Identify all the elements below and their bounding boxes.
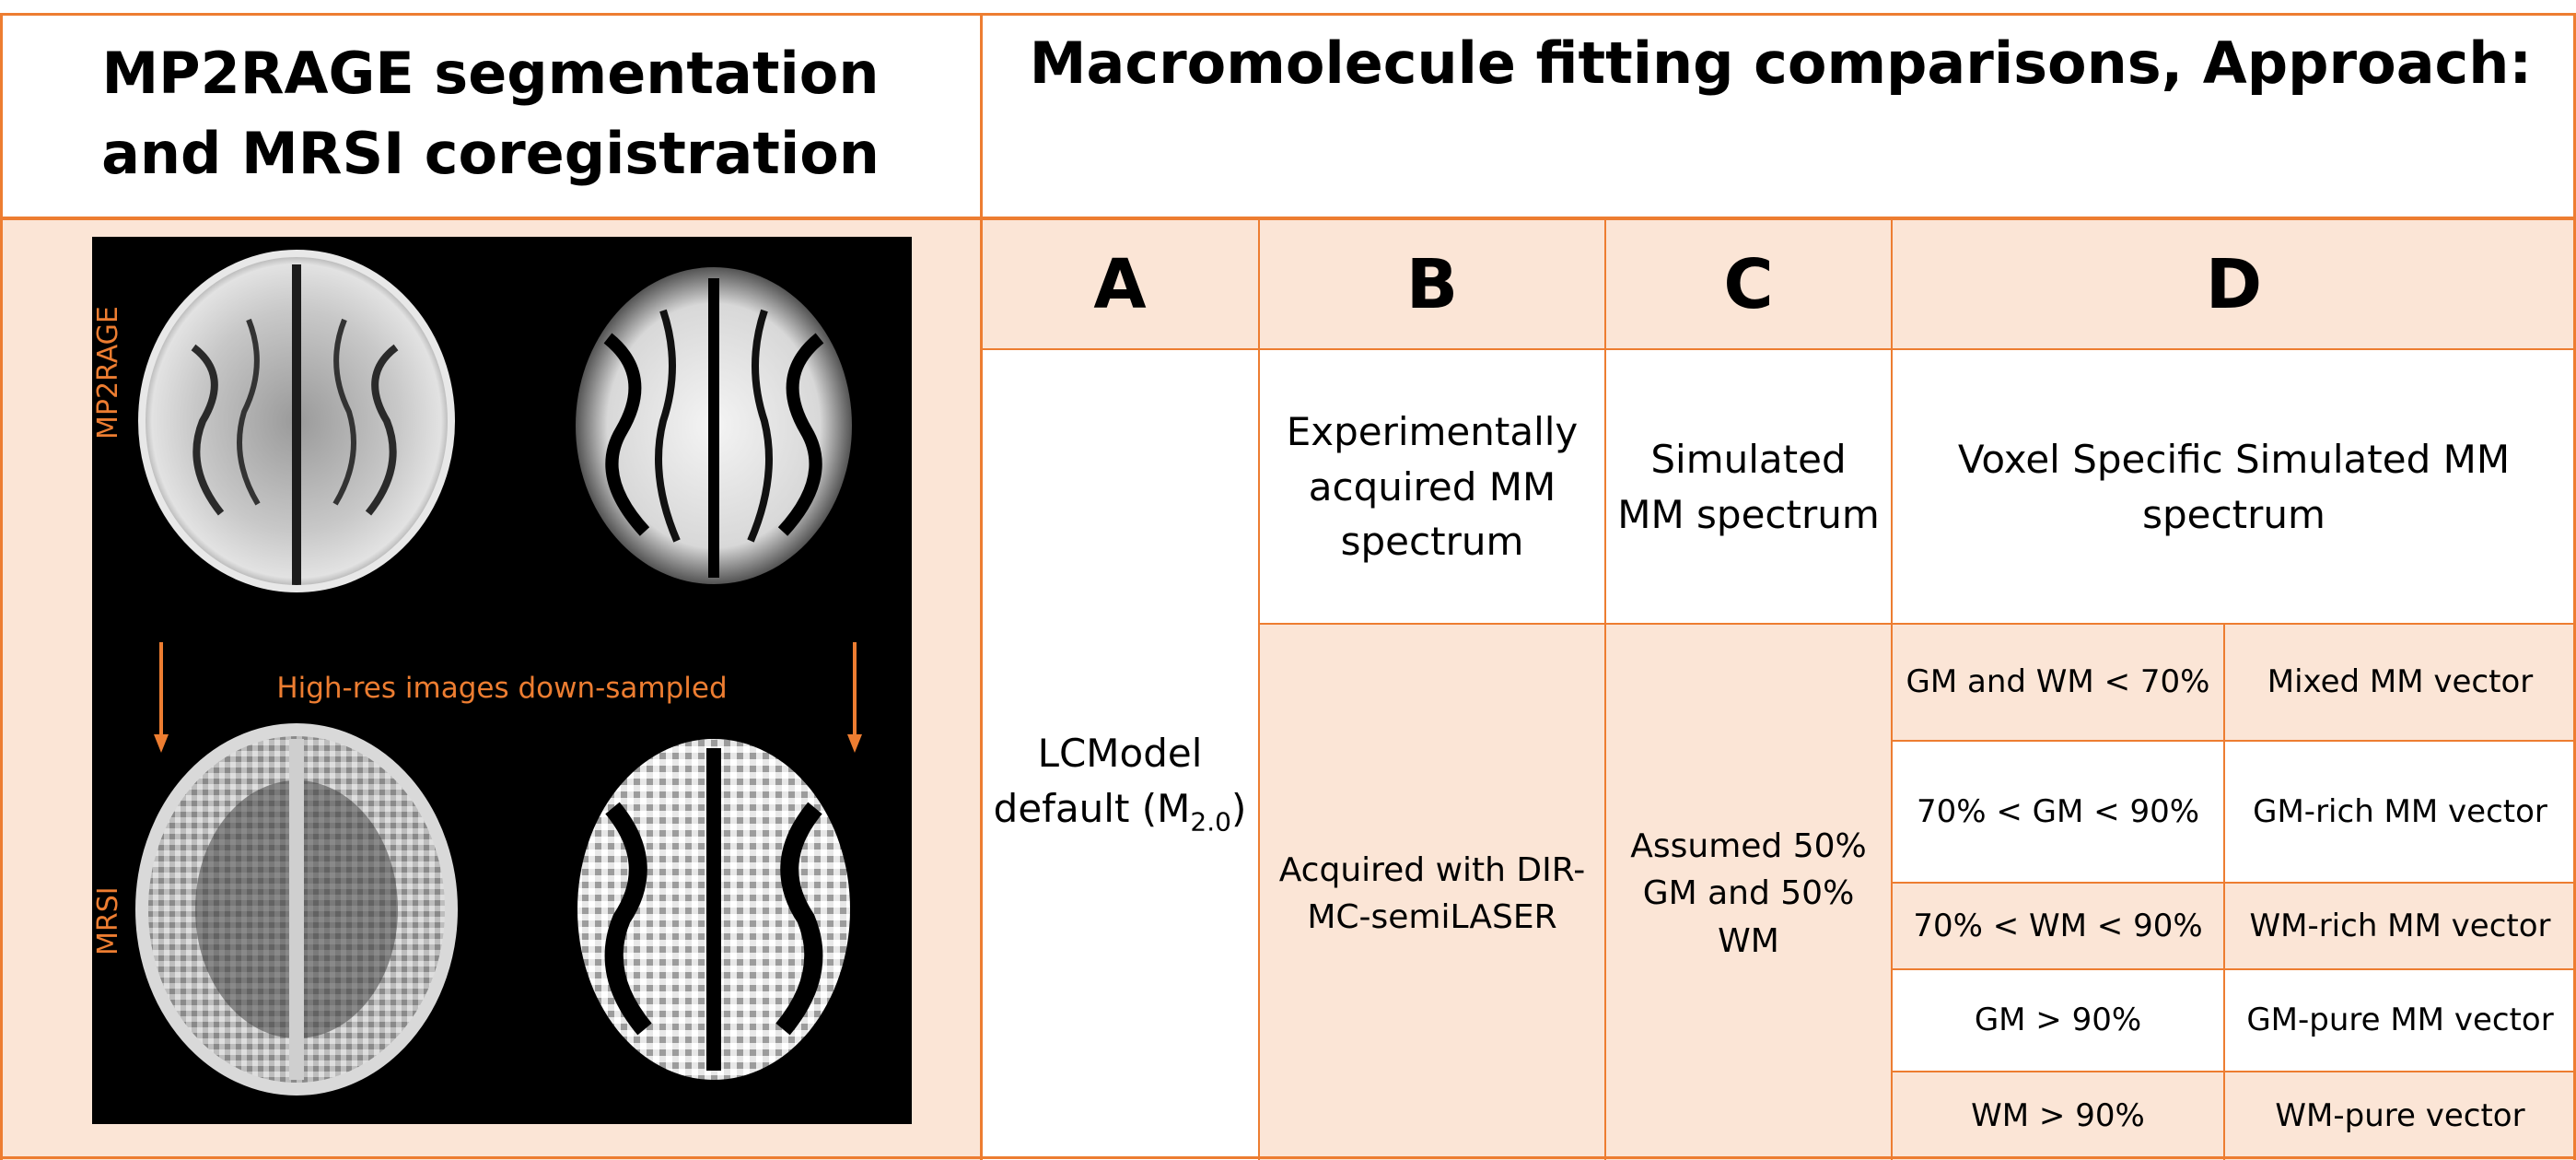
mp2rage-wm-image (576, 267, 852, 584)
d-row-1-condition: GM and WM < 70% (1906, 663, 2210, 701)
mp2rage-gm-image (138, 250, 455, 592)
downsample-arrow-right (847, 642, 862, 753)
border-bottom (0, 1156, 2576, 1159)
approach-c-letter: C (1723, 244, 1774, 324)
d-row5-fill (1892, 1072, 2576, 1160)
col-d-split (2223, 624, 2225, 1160)
letter-row-fill (981, 218, 2576, 350)
approach-b-description: Experimentally acquired MM spectrum (1286, 409, 1579, 565)
approach-a-detail-suffix: ) (1230, 785, 1247, 831)
left-right-divider (980, 13, 983, 1160)
border-left (0, 13, 3, 1160)
approach-c-description: Simulated MM spectrum (1617, 436, 1880, 537)
approach-a-detail: LCModel default (M2.0) (990, 663, 1250, 903)
col-c-right (1891, 218, 1893, 1160)
d-row-5-condition: WM > 90% (1971, 1096, 2145, 1134)
d-row-2-condition: 70% < GM < 90% (1916, 792, 2200, 830)
approach-b-detail: Acquired with DIR-MC-semiLASER (1278, 850, 1586, 936)
approach-d-description: Voxel Specific Simulated MM spectrum (1957, 436, 2511, 537)
d-row-line-1 (1892, 740, 2576, 742)
d-row-line-2 (1892, 882, 2576, 884)
right-header: Macromolecule fitting comparisons, Appro… (985, 13, 2576, 114)
d-row-4-vector: GM-pure MM vector (2246, 1002, 2554, 1039)
mp2rage-label: MP2RAGE (92, 306, 124, 439)
col-a-right (1258, 218, 1260, 1160)
left-header: MP2RAGE segmentation and MRSI coregistra… (101, 40, 880, 187)
d-row1-fill (1892, 624, 2576, 741)
approach-a-letter: A (1093, 244, 1147, 324)
b-lower-fill (1259, 624, 1605, 1160)
d-row-3-vector: WM-rich MM vector (2249, 907, 2551, 944)
c-lower-fill (1605, 624, 1892, 1160)
d-row-2-vector: GM-rich MM vector (2253, 792, 2547, 830)
border-top (0, 13, 2576, 16)
d-row-1-vector: Mixed MM vector (2267, 663, 2534, 701)
approach-a-detail-text: LCModel default (M (993, 731, 1203, 831)
brain-image-panel: MP2RAGE MRSI High-res images down-sample… (92, 237, 912, 1124)
mrsi-label: MRSI (92, 886, 124, 955)
approach-a-detail-subscript: 2.0 (1190, 806, 1231, 838)
col-b-right (1604, 218, 1606, 1160)
d-row-5-vector: WM-pure vector (2275, 1096, 2525, 1134)
brain-image-svg (135, 250, 862, 1096)
approach-b-letter: B (1405, 244, 1459, 324)
mrsi-gm-image (135, 723, 458, 1096)
letter-row-bottom (981, 348, 2576, 350)
d-row3-fill (1892, 883, 2576, 969)
d-row-3-condition: 70% < WM < 90% (1913, 907, 2203, 944)
approach-c-detail: Assumed 50% GM and 50% WM (1630, 827, 1867, 960)
mrsi-wm-image (577, 739, 850, 1080)
d-row-4-condition: GM > 90% (1974, 1002, 2142, 1039)
desc-row-bottom (1259, 623, 2576, 625)
approach-d-letter: D (2205, 244, 2263, 324)
downsample-arrow-left (154, 642, 169, 753)
d-row-line-4 (1892, 1071, 2576, 1072)
header-divider (0, 217, 2576, 220)
right-header-text: Macromolecule fitting comparisons, Appro… (1029, 29, 2533, 97)
d-row-line-3 (1892, 968, 2576, 970)
downsample-label: High-res images down-sampled (276, 672, 728, 705)
border-right (2573, 13, 2576, 1160)
